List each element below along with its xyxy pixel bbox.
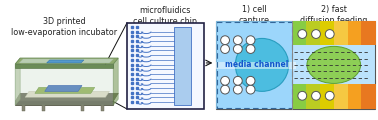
Bar [320,84,334,109]
Circle shape [221,76,229,85]
Polygon shape [15,64,113,105]
Circle shape [246,76,255,85]
Bar [216,21,293,109]
Text: microfluidics
cell culture chip: microfluidics cell culture chip [133,6,197,26]
Text: 1) cell
capture: 1) cell capture [239,5,270,25]
Bar [216,21,375,109]
Polygon shape [46,60,84,63]
Text: media channel: media channel [225,60,289,69]
Bar [320,21,334,45]
Circle shape [325,30,334,38]
Circle shape [311,91,321,100]
Circle shape [298,30,307,38]
Bar [306,21,321,45]
Polygon shape [15,93,118,101]
Bar [347,21,362,45]
Bar [334,84,348,109]
Ellipse shape [307,46,361,83]
Bar [293,21,307,45]
Bar [217,22,291,108]
Circle shape [298,91,307,100]
Circle shape [233,45,242,53]
Ellipse shape [235,38,289,91]
Circle shape [221,45,229,53]
Polygon shape [22,105,25,111]
Polygon shape [15,58,20,105]
Bar [361,21,376,45]
Circle shape [233,76,242,85]
Polygon shape [25,91,109,97]
Circle shape [246,85,255,94]
Bar [361,84,376,109]
Bar [306,84,321,109]
Polygon shape [45,85,82,91]
Polygon shape [15,58,118,64]
Circle shape [233,36,242,45]
Polygon shape [15,64,113,68]
Bar [293,84,307,109]
Bar [293,21,375,109]
Circle shape [311,30,321,38]
Polygon shape [101,105,104,111]
Polygon shape [113,58,118,105]
Polygon shape [42,105,45,111]
Circle shape [221,85,229,94]
Bar [175,27,191,105]
Polygon shape [19,59,113,63]
Bar [334,21,348,45]
Circle shape [325,91,334,100]
Circle shape [246,36,255,45]
Circle shape [246,45,255,53]
Bar [127,23,203,109]
Bar [347,84,362,109]
Circle shape [221,36,229,45]
Polygon shape [35,87,95,93]
Text: 2) fast
diffusion feeding: 2) fast diffusion feeding [300,5,367,25]
Polygon shape [81,105,84,111]
Polygon shape [15,101,113,105]
Circle shape [233,85,242,94]
Text: 3D printed
low-evaporation incubator: 3D printed low-evaporation incubator [11,17,118,37]
